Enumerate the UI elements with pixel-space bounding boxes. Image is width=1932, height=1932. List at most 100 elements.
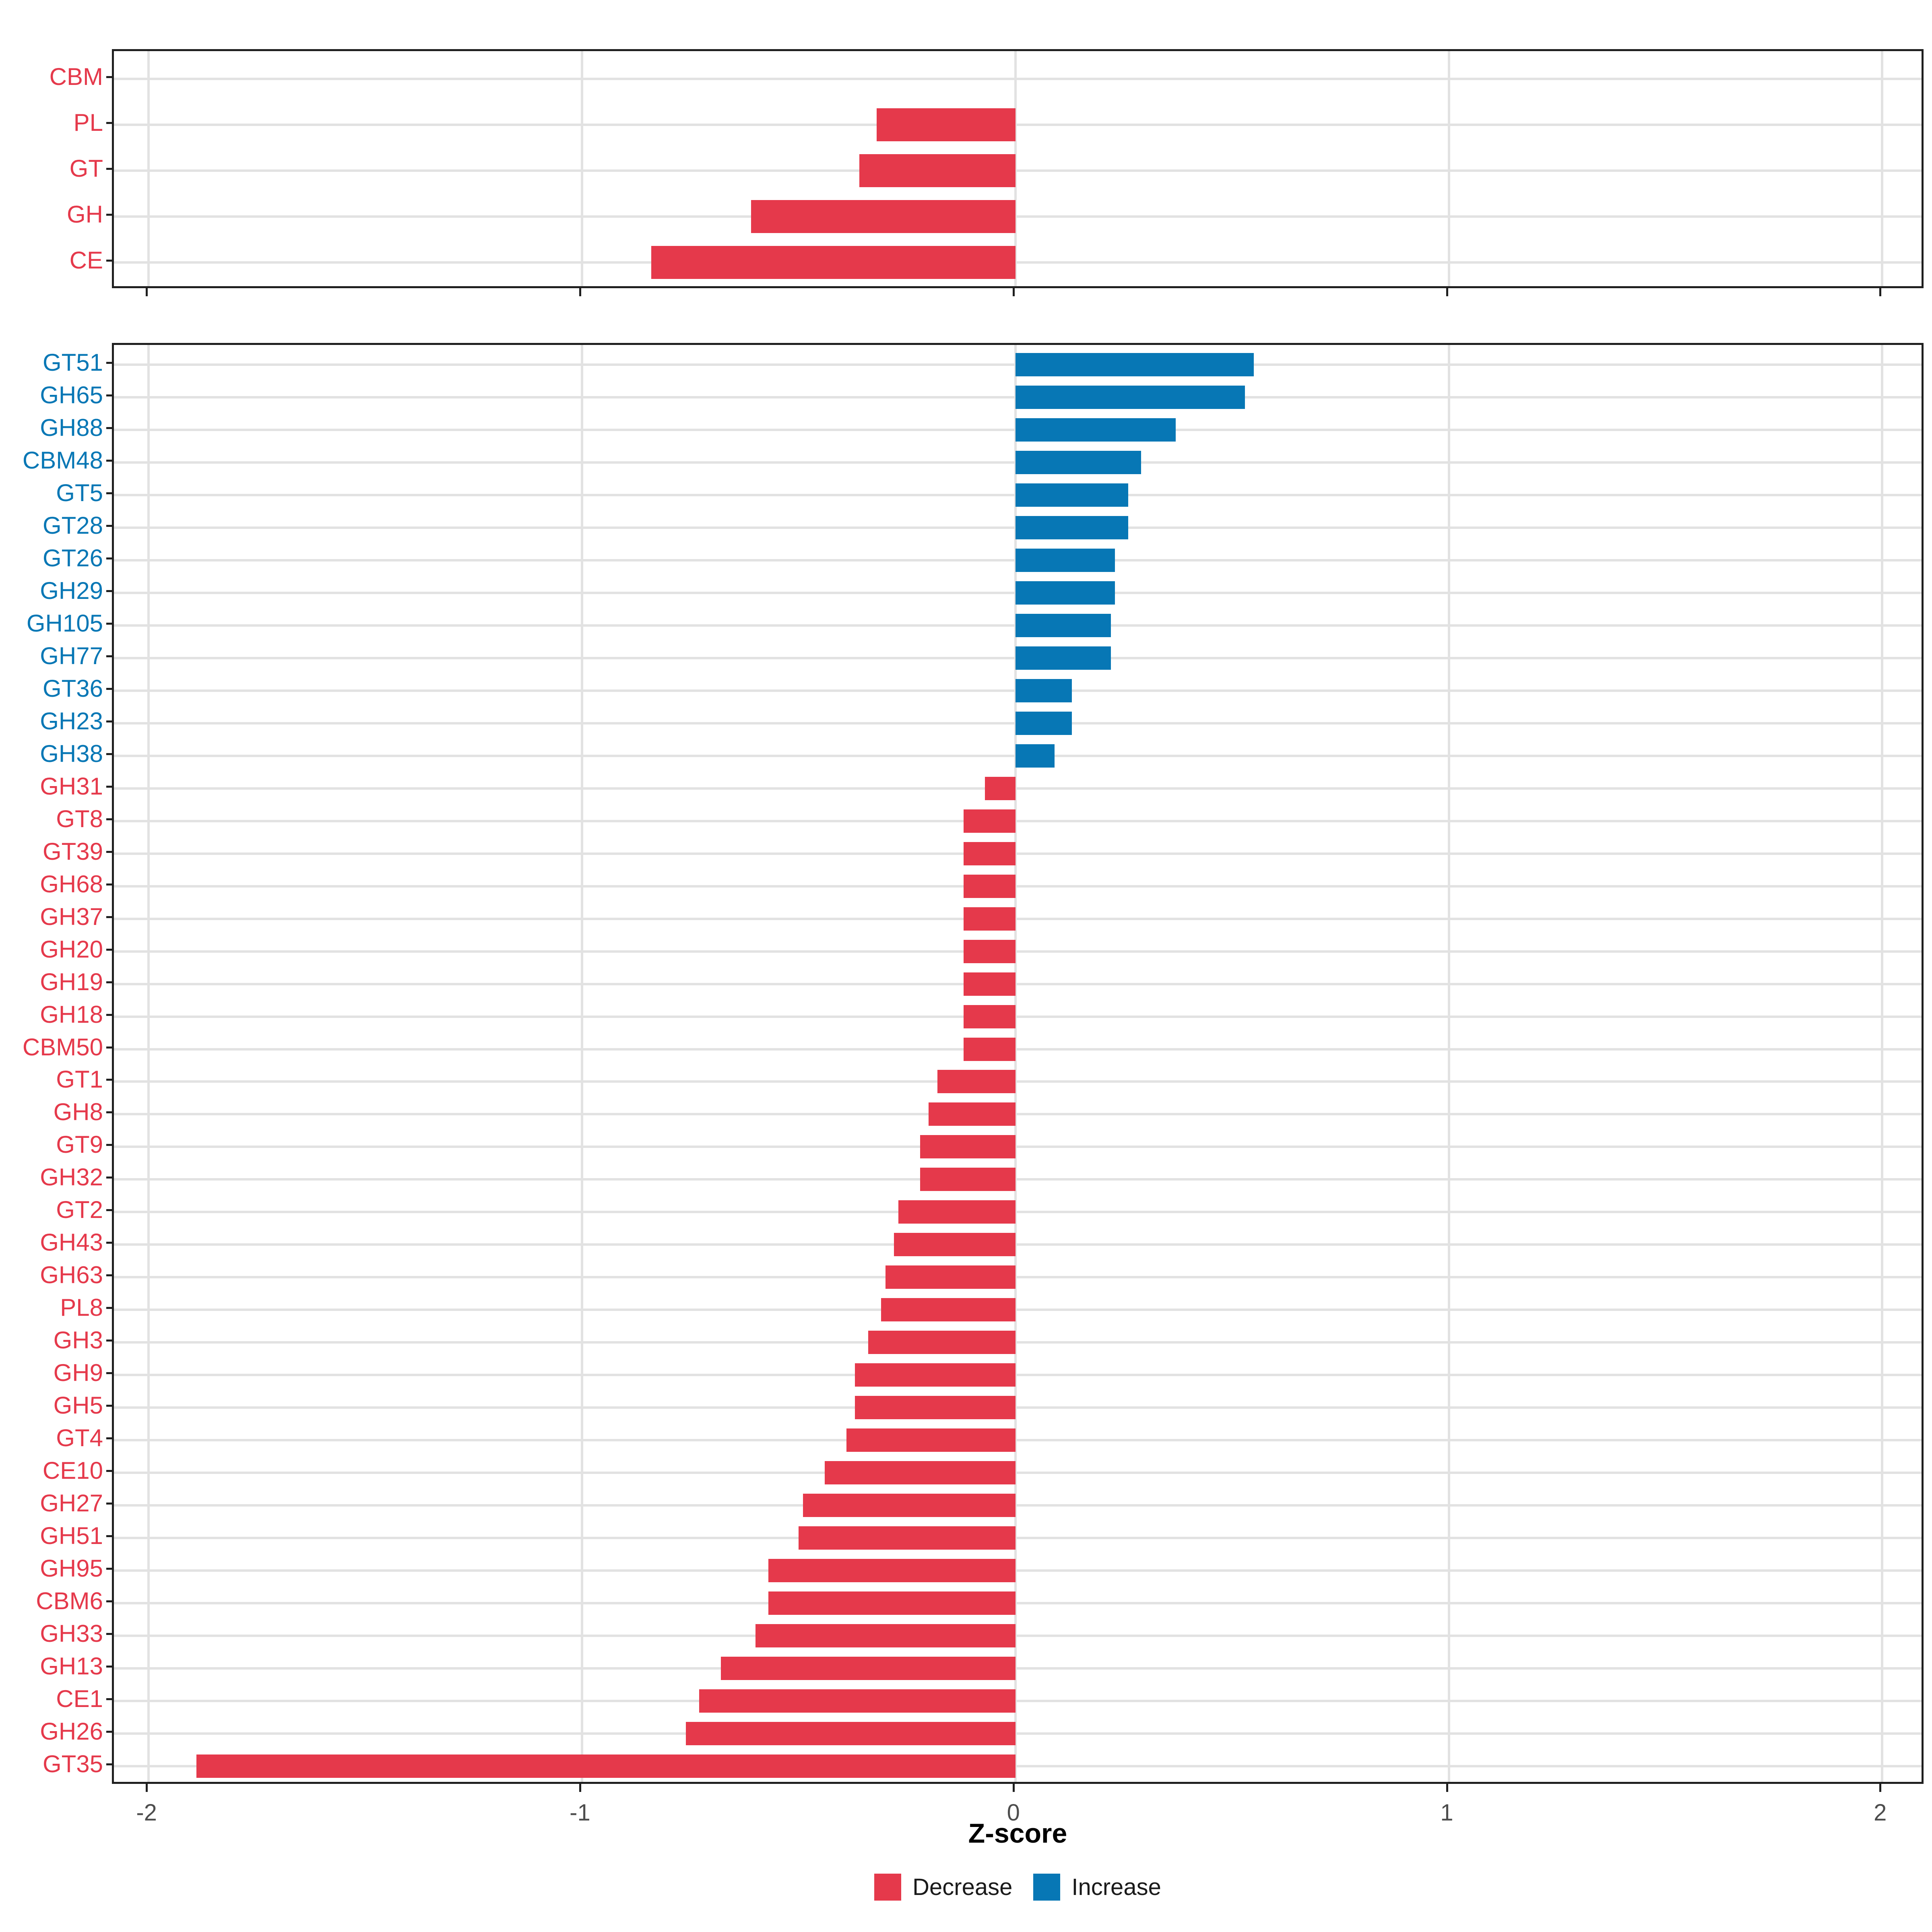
x-axis-tick-label: -2 [136,1800,157,1826]
bar-GT9 [920,1135,1016,1159]
y-axis-tick [106,76,112,78]
gridline-horizontal [114,1178,1922,1181]
bar-GH105 [1015,613,1111,637]
decrease-swatch-icon [874,1874,902,1901]
y-axis-tick [106,260,112,262]
y-axis-tick [106,1144,112,1146]
y-axis-label-PL8: PL8 [60,1294,103,1321]
y-axis-label-GH63: GH63 [40,1261,103,1289]
y-axis-tick [106,361,112,364]
y-axis-label-CE: CE [69,247,103,274]
gridline-vertical [1881,345,1884,1782]
legend-label-increase: Increase [1071,1874,1161,1900]
y-axis-label-GH95: GH95 [40,1555,103,1582]
y-axis-tick [106,1079,112,1081]
y-axis-tick [106,916,112,918]
y-axis-tick [106,214,112,216]
gridline-horizontal [114,917,1922,920]
y-axis-tick [106,883,112,886]
gridline-horizontal [114,1341,1922,1344]
bar-GH26 [686,1722,1016,1746]
gridline-horizontal [114,1146,1922,1148]
legend-item-increase: Increase [1033,1874,1161,1901]
gridline-horizontal [114,819,1922,822]
bar-GH19 [963,972,1016,996]
y-axis-label-CBM50: CBM50 [22,1033,103,1061]
y-axis-tick [106,1372,112,1375]
y-axis-label-GH33: GH33 [40,1620,103,1647]
y-axis-label-GH65: GH65 [40,381,103,409]
gridline-horizontal [114,1243,1922,1246]
gridline-horizontal [114,1048,1922,1051]
gridline-horizontal [114,1374,1922,1377]
x-axis-tick [1446,288,1448,296]
y-axis-tick [106,1307,112,1309]
x-axis-tick [146,1784,148,1792]
x-axis-tick-label: -1 [570,1800,590,1826]
bar-GT [859,154,1016,187]
gridline-horizontal [114,1276,1922,1279]
y-axis-label-GH68: GH68 [40,870,103,898]
gridline-horizontal [114,1635,1922,1637]
gridline-horizontal [114,261,1922,264]
bar-GH18 [963,1005,1016,1028]
gridline-horizontal [114,1504,1922,1507]
bar-PL [877,108,1016,141]
y-axis-tick [106,394,112,396]
bar-CE [651,246,1016,279]
gridline-horizontal [114,1569,1922,1572]
y-axis-label-GH27: GH27 [40,1490,103,1517]
gridline-horizontal [114,1472,1922,1474]
gridline-horizontal [114,169,1922,172]
x-axis-tick [1879,288,1882,296]
x-axis-tick [1012,1784,1015,1792]
y-axis-label-GT26: GT26 [42,544,103,572]
y-axis-tick [106,753,112,755]
bar-GH88 [1015,418,1176,442]
y-axis-tick [106,850,112,853]
x-axis-tick [1012,288,1015,296]
x-axis-tick-label: 0 [1007,1800,1020,1826]
y-axis-label-GH8: GH8 [53,1098,103,1126]
bar-GH95 [768,1559,1016,1583]
bar-GH31 [985,776,1016,800]
gridline-horizontal [114,1015,1922,1018]
y-axis-tick [106,622,112,625]
gridline-horizontal [114,1309,1922,1311]
y-axis-tick [106,1405,112,1407]
gridline-horizontal [114,1406,1922,1409]
y-axis-label-GT51: GT51 [42,349,103,376]
bar-GH68 [963,874,1016,898]
bar-GH [751,200,1016,233]
y-axis-tick [106,948,112,951]
y-axis-label-GT8: GT8 [56,805,103,832]
bar-GH63 [885,1265,1016,1289]
y-axis-label-GH: GH [67,201,103,228]
panel-top [112,49,1924,288]
gridline-horizontal [114,1537,1922,1540]
y-axis-label-GT1: GT1 [56,1066,103,1093]
bar-GT4 [846,1428,1016,1452]
y-axis-tick [106,427,112,429]
y-axis-tick [106,720,112,722]
bar-CE1 [699,1689,1016,1713]
y-axis-label-CBM48: CBM48 [22,446,103,474]
bar-CBM6 [768,1591,1016,1615]
x-axis-tick [1879,1784,1882,1792]
y-axis-label-GT39: GT39 [42,838,103,865]
y-axis-label-GH13: GH13 [40,1653,103,1680]
gridline-horizontal [114,215,1922,218]
y-axis-label-GH26: GH26 [40,1718,103,1745]
y-axis-tick [106,1209,112,1212]
y-axis-label-GH105: GH105 [26,609,103,637]
gridline-horizontal [114,1080,1922,1083]
bar-GH5 [855,1396,1016,1420]
y-axis-label-CE1: CE1 [56,1685,103,1713]
y-axis-label-GH32: GH32 [40,1164,103,1191]
bar-GT2 [898,1200,1016,1224]
y-axis-tick [106,818,112,820]
y-axis-tick [106,1177,112,1179]
y-axis-tick [106,459,112,462]
y-axis-tick [106,557,112,559]
